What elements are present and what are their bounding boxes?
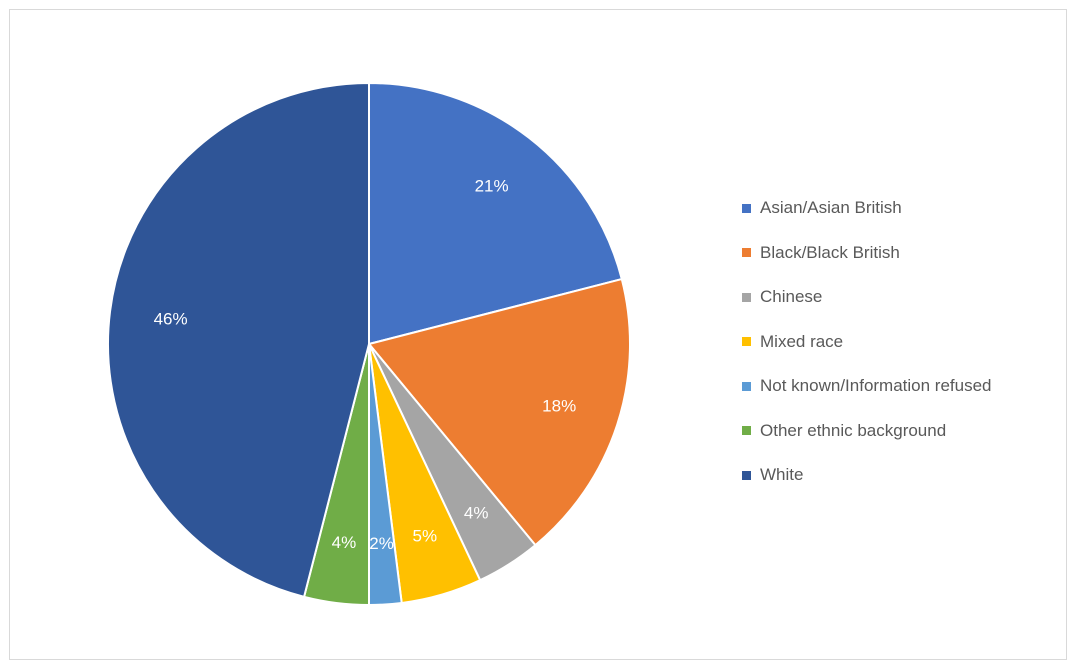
legend-item-mixed-race: Mixed race — [742, 331, 1072, 353]
data-label: 2% — [369, 534, 394, 553]
legend-item-white: White — [742, 464, 1072, 486]
legend-label: Asian/Asian British — [760, 198, 902, 217]
legend-item-black-british: Black/Black British — [742, 242, 1072, 264]
legend-label: Chinese — [760, 287, 823, 306]
legend-swatch — [742, 426, 751, 435]
legend-swatch — [742, 292, 751, 302]
legend-item-other-ethnic: Other ethnic background — [742, 420, 1072, 442]
legend-swatch — [742, 337, 751, 346]
legend-swatch — [742, 248, 751, 257]
data-label: 5% — [413, 527, 438, 546]
data-label: 21% — [475, 177, 509, 196]
data-label: 18% — [542, 396, 576, 415]
legend-swatch — [742, 203, 751, 213]
legend-label: Other ethnic background — [760, 420, 947, 440]
legend-swatch — [742, 470, 751, 480]
legend-label: Not known/Information refused — [760, 376, 992, 395]
pie-slice-white — [106, 81, 370, 599]
legend-swatch — [742, 381, 751, 391]
data-label: 46% — [154, 309, 188, 328]
data-label: 4% — [464, 503, 489, 522]
legend-label: Black/Black British — [760, 242, 900, 262]
pie-slice-asian-asian-british — [368, 81, 624, 346]
legend-label: White — [760, 465, 804, 484]
legend-label: Mixed race — [760, 331, 844, 351]
legend-item-not-known: Not known/Information refused — [742, 375, 1072, 397]
legend: Asian/Asian British Black/Black British … — [742, 197, 1072, 509]
data-label: 4% — [332, 533, 357, 552]
legend-item-asian-british: Asian/Asian British — [742, 197, 1072, 219]
legend-item-chinese: Chinese — [742, 286, 1072, 308]
pie-slice-black-black-british — [367, 277, 631, 547]
